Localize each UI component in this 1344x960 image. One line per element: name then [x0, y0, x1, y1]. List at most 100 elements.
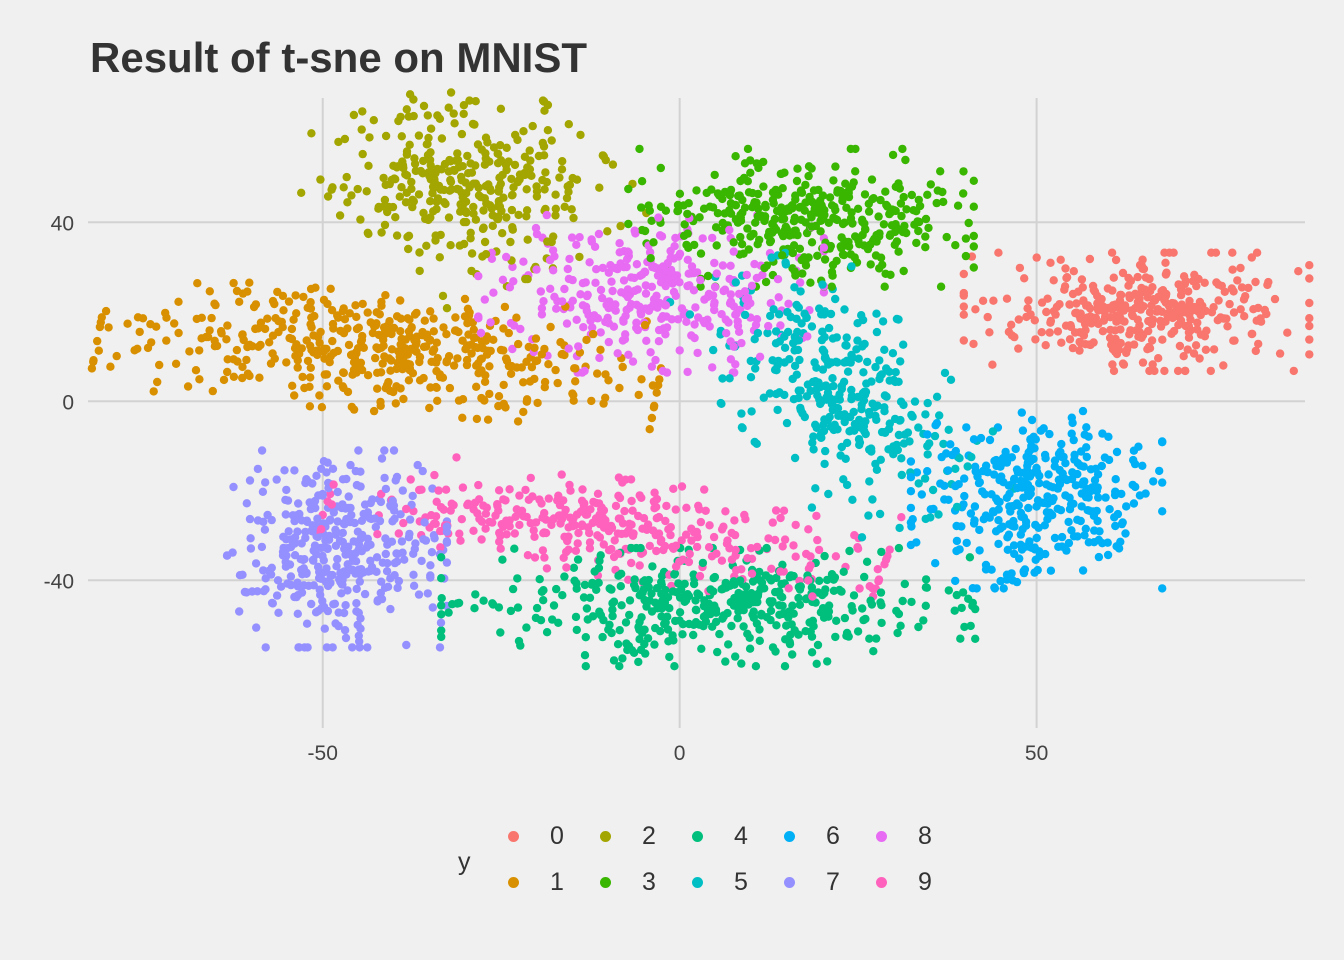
data-point-3	[921, 232, 930, 241]
data-point-9	[556, 519, 565, 528]
data-point-9	[696, 517, 706, 527]
data-point-1	[369, 406, 379, 416]
data-point-0	[1229, 308, 1239, 317]
data-point-8	[773, 275, 783, 284]
data-point-0	[1076, 314, 1085, 323]
data-point-4	[689, 579, 699, 589]
data-point-4	[692, 606, 701, 615]
data-point-2	[466, 228, 475, 237]
data-point-7	[293, 578, 302, 587]
data-point-5	[782, 418, 792, 428]
data-point-1	[293, 363, 302, 372]
data-point-6	[1080, 477, 1089, 486]
data-point-0	[1007, 320, 1016, 329]
data-point-5	[718, 374, 727, 383]
data-point-7	[329, 600, 338, 609]
data-point-2	[339, 183, 348, 192]
data-point-8	[636, 310, 646, 319]
data-point-7	[386, 574, 395, 583]
data-point-5	[793, 345, 803, 355]
data-point-1	[530, 343, 539, 352]
data-point-0	[1175, 341, 1185, 351]
data-point-1	[306, 373, 315, 382]
data-point-0	[1046, 318, 1055, 327]
data-point-3	[806, 278, 815, 287]
data-point-1	[371, 353, 380, 363]
data-point-6	[1104, 455, 1114, 465]
data-point-2	[340, 134, 350, 144]
data-point-5	[910, 397, 920, 406]
data-point-6	[954, 480, 963, 489]
data-point-9	[727, 528, 736, 538]
data-point-9	[427, 511, 436, 520]
data-point-5	[899, 400, 908, 410]
data-point-0	[1079, 296, 1088, 305]
data-point-9	[628, 506, 637, 515]
data-point-7	[351, 557, 361, 566]
data-point-4	[869, 647, 878, 656]
data-point-6	[987, 565, 996, 574]
data-point-8	[774, 293, 783, 302]
data-point-7	[356, 534, 365, 544]
data-point-5	[709, 345, 718, 355]
data-point-1	[174, 328, 183, 338]
data-point-0	[1042, 307, 1051, 317]
data-point-2	[565, 180, 575, 190]
data-point-1	[469, 333, 479, 343]
data-point-7	[350, 518, 359, 528]
data-point-8	[622, 255, 632, 264]
data-point-5	[828, 334, 838, 343]
data-point-5	[809, 445, 818, 454]
data-point-7	[246, 544, 256, 553]
data-point-4	[858, 604, 867, 613]
data-point-7	[315, 585, 324, 594]
data-point-8	[654, 337, 664, 346]
data-point-9	[522, 512, 531, 522]
data-point-1	[255, 373, 264, 382]
data-point-2	[469, 202, 478, 212]
data-point-3	[902, 205, 911, 214]
data-point-0	[1062, 273, 1072, 282]
data-point-0	[1144, 326, 1153, 336]
data-point-7	[328, 464, 338, 473]
data-point-8	[755, 352, 765, 361]
data-point-4	[542, 628, 552, 637]
data-point-0	[1014, 315, 1023, 324]
x-tick-label: 50	[1025, 742, 1048, 765]
data-point-2	[461, 217, 471, 227]
data-point-0	[1154, 354, 1163, 363]
data-point-4	[966, 621, 975, 631]
legend-label-8: 8	[918, 822, 932, 850]
data-point-5	[798, 409, 807, 418]
data-point-4	[824, 612, 833, 621]
data-point-5	[836, 411, 846, 420]
data-point-8	[683, 255, 692, 264]
data-point-7	[426, 561, 435, 570]
data-point-8	[729, 247, 738, 256]
data-point-1	[373, 384, 382, 393]
data-point-1	[229, 372, 239, 381]
data-point-6	[1111, 521, 1120, 531]
data-point-6	[970, 516, 979, 525]
legend-key-5	[692, 877, 703, 888]
data-point-1	[193, 279, 202, 288]
data-point-3	[894, 247, 903, 256]
data-point-5	[781, 260, 791, 269]
data-point-4	[718, 614, 727, 623]
data-point-5	[826, 309, 836, 319]
data-point-7	[383, 559, 392, 568]
legend-key-6	[784, 831, 795, 842]
data-point-9	[434, 486, 443, 495]
data-point-7	[282, 535, 291, 544]
data-point-1	[472, 382, 481, 391]
data-point-1	[153, 377, 162, 387]
data-point-6	[975, 525, 984, 535]
data-point-7	[332, 562, 341, 571]
data-point-8	[608, 303, 617, 312]
data-point-4	[608, 611, 617, 621]
data-point-1	[512, 363, 521, 372]
data-point-5	[878, 317, 888, 326]
data-point-1	[432, 358, 441, 367]
data-point-7	[257, 446, 267, 455]
